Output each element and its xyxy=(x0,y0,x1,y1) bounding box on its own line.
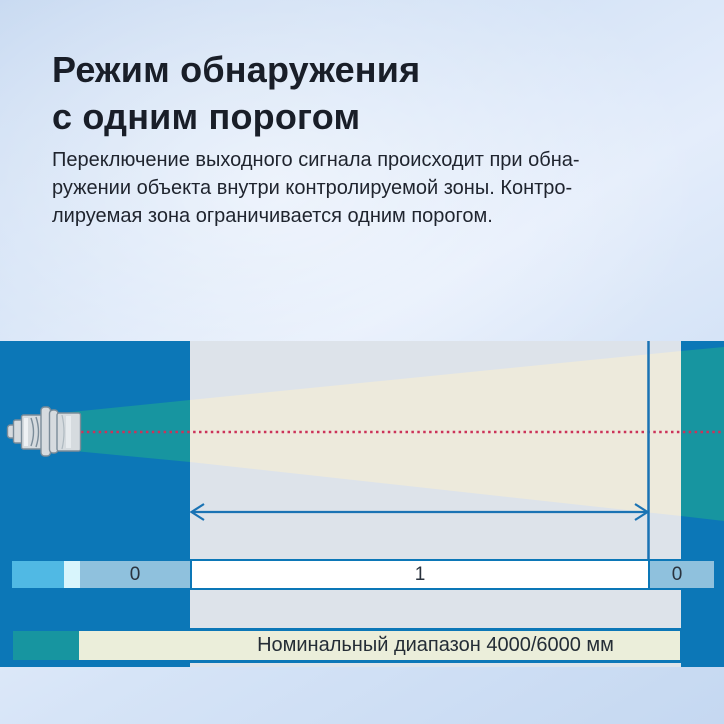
signal-off-left-label: 0 xyxy=(129,563,141,585)
description-line-1: Переключение выходного сигнала происходи… xyxy=(52,149,580,171)
output-signal-bar: 0 1 0 xyxy=(10,559,716,590)
signal-bar-off-left-segment: 0 xyxy=(80,561,190,588)
signal-bar-on-segment: 1 xyxy=(192,561,648,588)
detection-mode-diagram: 0 1 0 Номинальный диапазон 4000/6000 мм xyxy=(0,341,724,667)
signal-on-label: 1 xyxy=(414,563,426,585)
beam-cone-right xyxy=(681,347,724,521)
page-title-line-2: с одним порогом xyxy=(52,96,361,137)
detection-zone-cone xyxy=(190,351,681,516)
signal-bar-blind-segment xyxy=(12,561,64,588)
description-paragraph: Переключение выходного сигнала происходи… xyxy=(52,146,580,230)
signal-off-right-label: 0 xyxy=(671,563,683,585)
arrowhead-right-icon xyxy=(634,503,650,521)
arrowhead-left-icon xyxy=(189,503,205,521)
signal-bar-off-right-segment: 0 xyxy=(650,561,714,588)
description-line-2: ружении объекта внутри контролируемой зо… xyxy=(52,177,573,199)
page-title-line-1: Режим обнаружения xyxy=(52,49,421,90)
nominal-range-bar: Номинальный диапазон 4000/6000 мм xyxy=(10,628,683,663)
range-bar-cream-segment xyxy=(79,631,680,660)
signal-bar-near-segment xyxy=(64,561,80,588)
ultrasonic-sensor-icon xyxy=(6,406,82,457)
nominal-range-label: Номинальный диапазон 4000/6000 мм xyxy=(257,634,614,656)
description-line-3: лируемая зона ограничивается одним порог… xyxy=(52,205,493,227)
zone-extent-arrow xyxy=(189,503,650,521)
range-bar-teal-segment xyxy=(13,631,79,660)
page-title: Режим обнаружения с одним порогом xyxy=(52,46,420,140)
beam-graphics xyxy=(6,341,724,559)
